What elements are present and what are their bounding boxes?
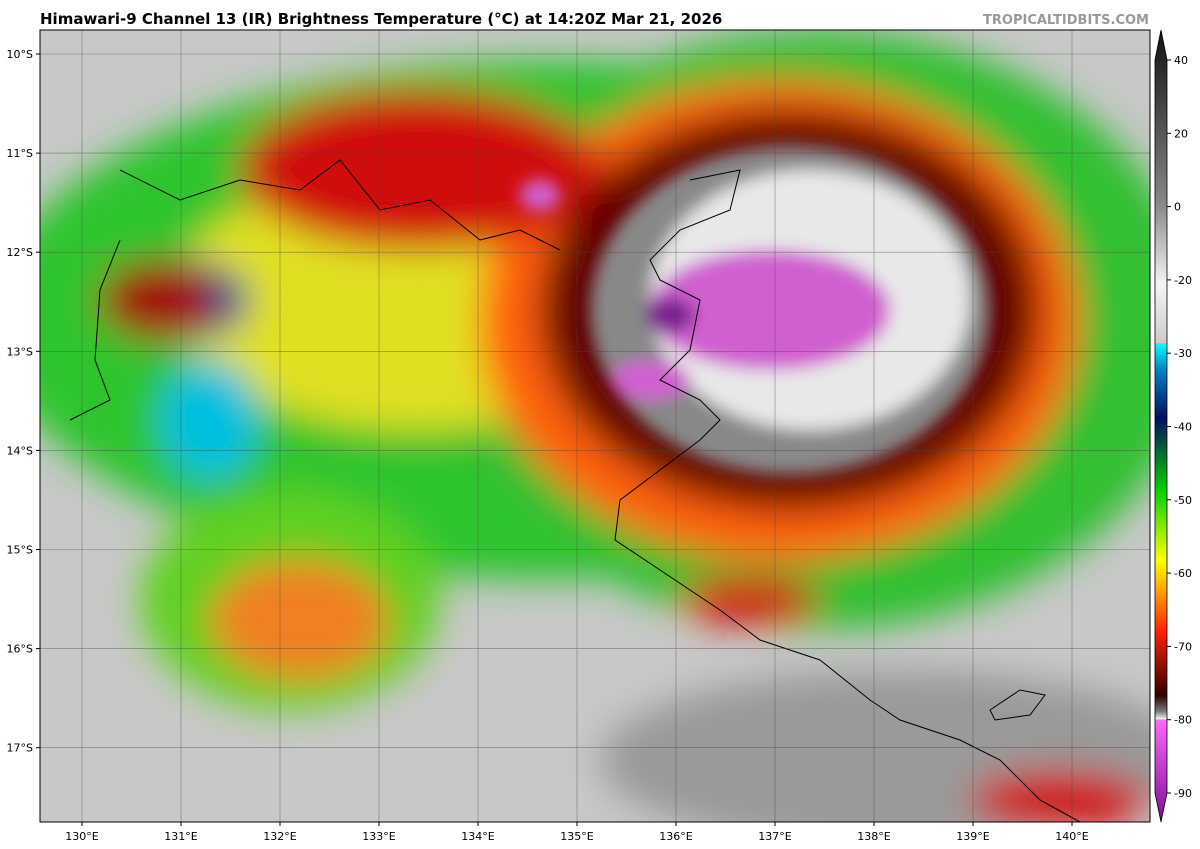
lon-label: 137°E bbox=[758, 830, 791, 843]
lon-label: 135°E bbox=[560, 830, 593, 843]
colorbar-label: -90 bbox=[1174, 787, 1192, 800]
colorbar-label: -80 bbox=[1174, 714, 1192, 727]
lon-label: 131°E bbox=[164, 830, 197, 843]
colorbar-label: -70 bbox=[1174, 640, 1192, 653]
colorbar-label: -60 bbox=[1174, 567, 1192, 580]
lon-label: 132°E bbox=[263, 830, 296, 843]
colorbar-label: 40 bbox=[1174, 54, 1188, 67]
title: Himawari-9 Channel 13 (IR) Brightness Te… bbox=[40, 10, 722, 28]
colorbar-label: -20 bbox=[1174, 274, 1192, 287]
lon-label: 133°E bbox=[362, 830, 395, 843]
lat-label: 17°S bbox=[7, 742, 33, 755]
lat-label: 15°S bbox=[7, 544, 33, 557]
colorbar-label: 20 bbox=[1174, 127, 1188, 140]
ir-imagery bbox=[40, 30, 1150, 822]
map-frame bbox=[39, 29, 1151, 823]
lat-label: 11°S bbox=[7, 147, 33, 160]
graticule bbox=[40, 30, 1150, 822]
lon-label: 138°E bbox=[857, 830, 890, 843]
lat-label: 16°S bbox=[7, 643, 33, 656]
colorbar bbox=[1154, 29, 1168, 823]
lon-label: 140°E bbox=[1055, 830, 1088, 843]
colorbar-label: -50 bbox=[1174, 494, 1192, 507]
lat-label: 12°S bbox=[7, 246, 33, 259]
coastline bbox=[69, 159, 1081, 822]
lon-label: 130°E bbox=[65, 830, 98, 843]
colorbar-label: -40 bbox=[1174, 421, 1192, 434]
watermark: TROPICALTIDBITS.COM bbox=[983, 13, 1149, 28]
colorbar-label: -30 bbox=[1174, 347, 1192, 360]
lon-label: 139°E bbox=[956, 830, 989, 843]
colorbar-label: 0 bbox=[1174, 201, 1181, 214]
lat-label: 10°S bbox=[7, 48, 33, 61]
lon-label: 136°E bbox=[659, 830, 692, 843]
lon-label: 134°E bbox=[461, 830, 494, 843]
lat-label: 13°S bbox=[7, 345, 33, 358]
lat-label: 14°S bbox=[7, 444, 33, 457]
